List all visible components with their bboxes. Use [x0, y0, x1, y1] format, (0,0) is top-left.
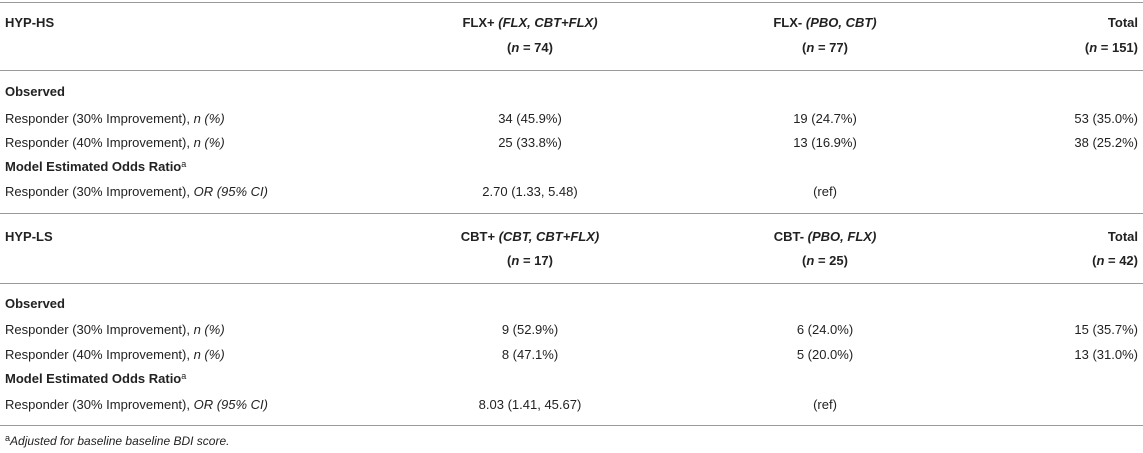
ls-section-label: HYP-LS [5, 229, 53, 244]
section-divider-rule [0, 213, 1143, 214]
ls-model-heading: Model Estimated Odds Ratioa [5, 371, 187, 386]
table-row: Responder (40% Improvement), n (%) 25 (3… [0, 133, 1143, 153]
cell-value: 8.03 (1.41, 45.67) [478, 397, 582, 412]
row-label: Responder (30% Improvement), OR (95% CI) [5, 184, 268, 199]
ls-n-row: (n = 17) (n = 25) (n = 42) [0, 251, 1143, 271]
ls-observed-heading: Observed [5, 296, 65, 311]
hs-model-heading: Model Estimated Odds Ratioa [5, 159, 187, 174]
hs-col3-n: (n = 151) [1084, 40, 1138, 55]
cell-value: 19 (24.7%) [793, 111, 857, 126]
table-bottom-rule [0, 425, 1143, 426]
hs-observed-heading: Observed [5, 84, 65, 99]
cell-value: 38 (25.2%) [1074, 135, 1138, 150]
cell-value: 2.70 (1.33, 5.48) [482, 184, 578, 199]
hs-col2-heading: FLX- (PBO, CBT) [773, 15, 877, 30]
cell-value: 34 (45.9%) [498, 111, 562, 126]
ls-col2-n: (n = 25) [802, 253, 848, 268]
cell-value: 13 (16.9%) [793, 135, 857, 150]
cell-value: 5 (20.0%) [796, 347, 854, 362]
cell-value: 15 (35.7%) [1074, 322, 1138, 337]
table-top-rule [0, 2, 1143, 3]
ls-col3-heading: Total [1107, 229, 1138, 244]
cell-value: (ref) [813, 397, 837, 412]
table-row: Responder (30% Improvement), n (%) 34 (4… [0, 109, 1143, 129]
hs-col1-n: (n = 74) [507, 40, 553, 55]
cell-value: (ref) [813, 184, 837, 199]
row-label: Responder (40% Improvement), n (%) [5, 135, 225, 150]
cell-value: 25 (33.8%) [498, 135, 562, 150]
cell-value: 6 (24.0%) [796, 322, 854, 337]
table-row: Responder (40% Improvement), n (%) 8 (47… [0, 345, 1143, 365]
ls-header-row: HYP-LS CBT+ (CBT, CBT+FLX) CBT- (PBO, FL… [0, 227, 1143, 247]
ls-col2-heading: CBT- (PBO, FLX) [773, 229, 877, 244]
table-row: Responder (30% Improvement), n (%) 9 (52… [0, 320, 1143, 340]
table-row: Responder (30% Improvement), OR (95% CI)… [0, 182, 1143, 202]
ls-col1-heading: CBT+ (CBT, CBT+FLX) [460, 229, 600, 244]
cell-value: 9 (52.9%) [501, 322, 559, 337]
cell-value: 53 (35.0%) [1074, 111, 1138, 126]
ls-header-rule [0, 283, 1143, 284]
hs-section-label: HYP-HS [5, 15, 55, 30]
ls-col3-n: (n = 42) [1092, 253, 1138, 268]
hs-col2-n: (n = 77) [802, 40, 848, 55]
cell-value: 8 (47.1%) [501, 347, 559, 362]
cell-value: 13 (31.0%) [1074, 347, 1138, 362]
row-label: Responder (30% Improvement), n (%) [5, 322, 225, 337]
table-row: Responder (30% Improvement), OR (95% CI)… [0, 395, 1143, 415]
hs-col1-heading: FLX+ (FLX, CBT+FLX) [462, 15, 598, 30]
row-label: Responder (30% Improvement), n (%) [5, 111, 225, 126]
table-footnote: aAdjusted for baseline baseline BDI scor… [5, 433, 230, 449]
ls-col1-n: (n = 17) [507, 253, 553, 268]
hs-header-row: HYP-HS FLX+ (FLX, CBT+FLX) FLX- (PBO, CB… [0, 13, 1143, 33]
hs-n-row: (n = 74) (n = 77) (n = 151) [0, 38, 1143, 58]
hs-col3-heading: Total [1107, 15, 1138, 30]
row-label: Responder (30% Improvement), OR (95% CI) [5, 397, 268, 412]
hs-header-rule [0, 70, 1143, 71]
row-label: Responder (40% Improvement), n (%) [5, 347, 225, 362]
